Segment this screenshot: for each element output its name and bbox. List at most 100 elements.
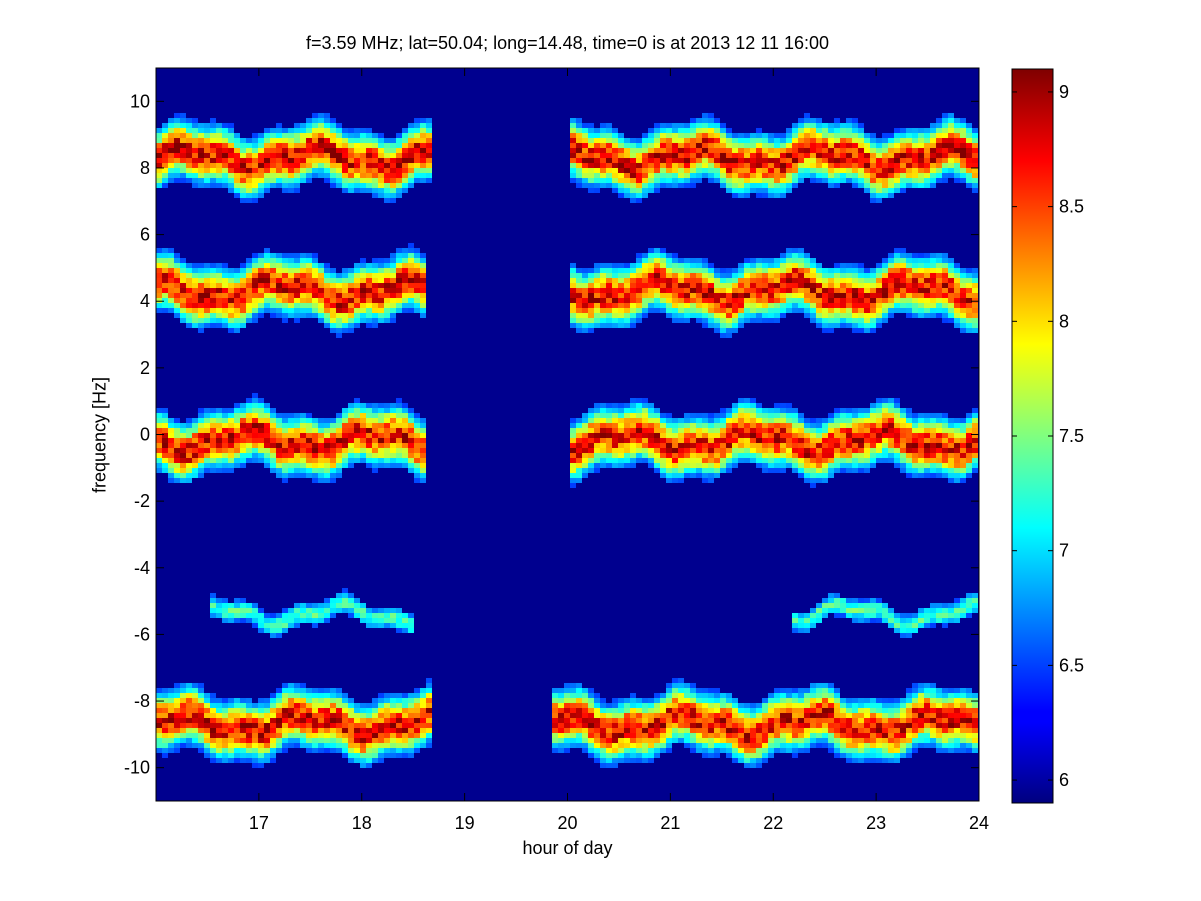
heatmap-cell [588,143,594,148]
heatmap-cell [300,448,306,453]
heatmap-cell [840,143,846,148]
heatmap-cell [756,133,762,138]
heatmap-cell [408,743,414,748]
heatmap-cell [330,743,336,748]
heatmap-cell [816,293,822,298]
heatmap-cell [744,293,750,298]
heatmap-cell [354,753,360,758]
heatmap-cell [834,118,840,123]
heatmap-cell [732,193,738,198]
heatmap-cell [420,453,426,458]
heatmap-cell [186,263,192,268]
heatmap-cell [306,448,312,453]
heatmap-cell [720,468,726,473]
heatmap-cell [156,743,162,748]
heatmap-cell [654,253,660,258]
heatmap-cell [276,618,282,623]
heatmap-cell [744,283,750,288]
heatmap-cell [648,278,654,283]
heatmap-cell [216,323,222,328]
heatmap-cell [174,113,180,118]
heatmap-cell [822,138,828,143]
heatmap-cell [798,468,804,473]
heatmap-cell [654,433,660,438]
heatmap-cell [636,258,642,263]
heatmap-cell [612,458,618,463]
heatmap-cell [330,133,336,138]
heatmap-cell [576,288,582,293]
heatmap-cell [420,733,426,738]
heatmap-cell [174,133,180,138]
heatmap-cell [306,693,312,698]
heatmap-cell [588,718,594,723]
heatmap-cell [708,693,714,698]
heatmap-cell [678,298,684,303]
heatmap-cell [276,138,282,143]
heatmap-cell [810,693,816,698]
heatmap-cell [768,138,774,143]
heatmap-cell [306,453,312,458]
heatmap-cell [840,168,846,173]
heatmap-cell [756,763,762,768]
heatmap-cell [780,263,786,268]
heatmap-cell [414,253,420,258]
heatmap-cell [762,268,768,273]
heatmap-cell [360,753,366,758]
heatmap-cell [822,303,828,308]
heatmap-cell [762,728,768,733]
heatmap-cell [360,723,366,728]
heatmap-cell [618,423,624,428]
heatmap-cell [762,263,768,268]
heatmap-cell [756,178,762,183]
heatmap-cell [210,148,216,153]
heatmap-cell [606,413,612,418]
heatmap-cell [672,298,678,303]
heatmap-cell [246,178,252,183]
heatmap-cell [186,173,192,178]
heatmap-cell [648,183,654,188]
heatmap-cell [240,278,246,283]
heatmap-cell [768,453,774,458]
heatmap-cell [552,708,558,713]
heatmap-cell [762,433,768,438]
heatmap-cell [672,438,678,443]
heatmap-cell [684,303,690,308]
heatmap-cell [576,433,582,438]
heatmap-cell [282,448,288,453]
heatmap-cell [558,693,564,698]
heatmap-cell [780,433,786,438]
heatmap-cell [600,133,606,138]
heatmap-cell [342,433,348,438]
heatmap-cell [366,733,372,738]
heatmap-cell [246,153,252,158]
heatmap-cell [798,283,804,288]
heatmap-cell [834,728,840,733]
heatmap-cell [174,178,180,183]
heatmap-cell [372,423,378,428]
heatmap-cell [804,298,810,303]
heatmap-cell [270,698,276,703]
heatmap-cell [684,453,690,458]
heatmap-cell [390,698,396,703]
heatmap-cell [684,418,690,423]
heatmap-cell [780,268,786,273]
heatmap-cell [312,283,318,288]
heatmap-cell [726,148,732,153]
heatmap-cell [660,263,666,268]
heatmap-cell [768,713,774,718]
heatmap-cell [354,703,360,708]
heatmap-cell [234,413,240,418]
heatmap-cell [558,728,564,733]
heatmap-cell [264,428,270,433]
heatmap-cell [828,308,834,313]
heatmap-cell [696,258,702,263]
heatmap-cell [372,618,378,623]
heatmap-cell [342,268,348,273]
heatmap-cell [246,163,252,168]
heatmap-cell [744,413,750,418]
heatmap-cell [750,448,756,453]
heatmap-cell [372,608,378,613]
heatmap-cell [732,428,738,433]
heatmap-cell [678,163,684,168]
heatmap-cell [720,738,726,743]
